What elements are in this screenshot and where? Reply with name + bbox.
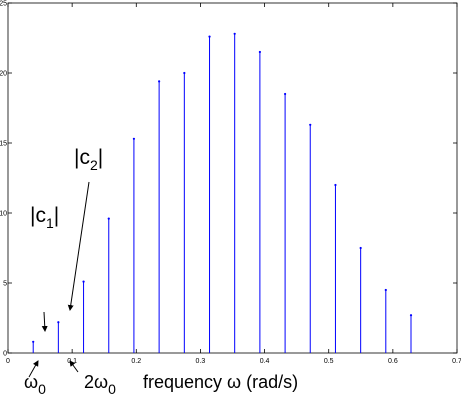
stem-marker bbox=[107, 217, 110, 220]
stem-marker bbox=[283, 92, 287, 96]
w0-label: ω0 bbox=[24, 372, 46, 397]
x-tick-label: 0.4 bbox=[260, 358, 270, 365]
x-axis-label: frequency ω (rad/s) bbox=[143, 372, 298, 392]
two-w0-arrow bbox=[69, 360, 79, 373]
w0-arrow bbox=[28, 360, 39, 378]
c1-label: |c1| bbox=[30, 204, 59, 231]
stem-marker bbox=[208, 35, 211, 38]
x-tick-label: 0.3 bbox=[196, 358, 206, 365]
stem-marker bbox=[57, 321, 60, 324]
x-tick-label: 0 bbox=[6, 358, 10, 365]
y-tick-label: 0 bbox=[3, 351, 7, 358]
stem-marker bbox=[132, 137, 136, 140]
x-tick-label: 0.5 bbox=[324, 358, 334, 365]
x-tick-label: 0.6 bbox=[388, 358, 398, 365]
x-axis-ticks: 0 0.1 0.2 0.3 0.4 0.5 0.6 0.7 bbox=[6, 3, 461, 365]
y-tick-label: 25 bbox=[0, 1, 7, 8]
stem-marker bbox=[258, 50, 261, 54]
stem-marker bbox=[183, 71, 186, 75]
y-tick-label: 15 bbox=[0, 141, 7, 148]
stem-marker bbox=[309, 123, 312, 126]
stem-marker bbox=[82, 280, 85, 283]
stems-group bbox=[32, 32, 413, 353]
y-tick-label: 20 bbox=[0, 71, 7, 78]
stem-marker bbox=[233, 32, 236, 35]
plot-frame bbox=[7, 2, 458, 354]
stem-marker bbox=[409, 314, 413, 317]
x-tick-label: 0.7 bbox=[452, 358, 461, 365]
c2-label: |c2| bbox=[74, 146, 103, 173]
stem-marker bbox=[158, 80, 161, 83]
y-axis-ticks: 0 5 10 15 20 25 bbox=[0, 1, 457, 358]
stem-marker bbox=[384, 288, 387, 292]
stem-marker bbox=[359, 246, 362, 250]
c1-arrow bbox=[41, 311, 48, 332]
c2-arrow bbox=[67, 181, 90, 311]
y-tick-label: 5 bbox=[3, 281, 7, 288]
stem-marker bbox=[334, 183, 337, 187]
x-tick-label: 0.2 bbox=[131, 358, 141, 365]
y-tick-label: 10 bbox=[0, 211, 7, 218]
stem-marker bbox=[32, 340, 35, 343]
two-w0-label: 2ω0 bbox=[84, 372, 116, 397]
